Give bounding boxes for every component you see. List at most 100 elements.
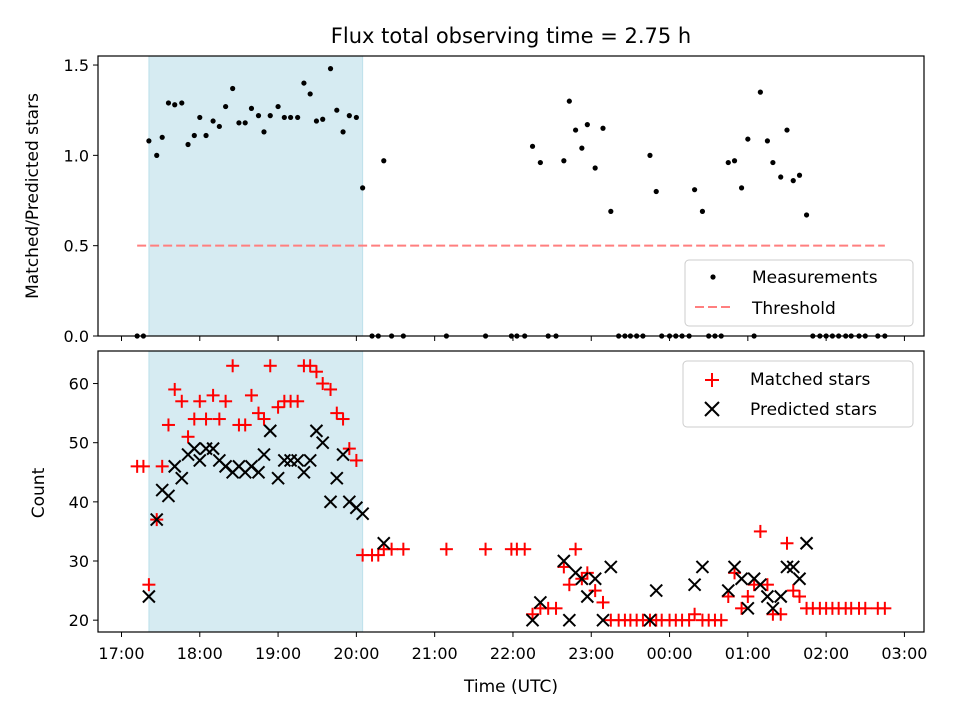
- x-tick-label: 17:00: [98, 644, 144, 663]
- predicted-point: [792, 572, 807, 586]
- matched-point: [682, 613, 696, 627]
- predicted-point: [588, 572, 602, 586]
- predicted-point: [753, 577, 768, 592]
- measurement-point: [313, 118, 320, 124]
- chart-title: Flux total observing time = 2.75 h: [331, 24, 691, 48]
- measurement-point: [146, 138, 152, 144]
- matched-point: [252, 406, 266, 420]
- y-tick-label: 0.0: [64, 327, 89, 346]
- measurement-point: [346, 113, 352, 119]
- measurement-point: [353, 114, 359, 121]
- predicted-point: [142, 589, 156, 604]
- measurement-point: [236, 120, 242, 126]
- top-axes-frame: [97, 55, 925, 337]
- predicted-point: [525, 613, 540, 627]
- matched-point: [142, 578, 156, 592]
- matched-point: [714, 613, 728, 627]
- predicted-point: [799, 536, 814, 550]
- matched-point: [212, 412, 226, 426]
- predicted-point: [741, 601, 755, 616]
- measurement-point: [653, 188, 659, 195]
- predicted-point: [727, 560, 742, 574]
- predicted-point: [315, 435, 330, 450]
- x-tick-label: 23:00: [568, 644, 614, 663]
- legend-bottom: Matched stars Predicted stars: [682, 360, 914, 428]
- matched-point: [878, 601, 892, 615]
- y-tick-label: 30: [69, 552, 89, 571]
- predicted-point: [604, 560, 618, 574]
- measurement-point: [745, 136, 751, 142]
- predicted-point: [150, 512, 164, 527]
- predicted-point: [355, 506, 370, 521]
- measurement-point: [738, 185, 745, 191]
- top-panel: 0.0 0.5 1.0 1.5 Flux total observing time =…: [23, 24, 925, 346]
- predicted-point: [557, 554, 571, 568]
- matched-point: [193, 394, 207, 408]
- legend-bottom-box: [682, 360, 914, 428]
- x-tick-label: 01:00: [725, 644, 771, 663]
- predicted-point: [168, 459, 182, 474]
- predicted-point: [533, 595, 548, 610]
- predicted-point: [309, 424, 324, 438]
- predicted-stars-series: [142, 424, 814, 627]
- matched-point: [518, 542, 532, 556]
- matched-point: [596, 595, 610, 609]
- predicted-point: [786, 560, 800, 574]
- x-axis-ticks-top: [120, 336, 905, 341]
- measurement-point: [757, 89, 763, 95]
- predicted-point: [290, 453, 305, 468]
- matched-point: [336, 412, 350, 426]
- legend-matched-marker: [705, 373, 719, 387]
- matched-point: [309, 365, 323, 379]
- measurement-point: [210, 118, 216, 124]
- measurement-point: [267, 113, 273, 119]
- measurement-point: [770, 159, 776, 166]
- matched-point: [168, 382, 182, 396]
- matched-point: [316, 377, 330, 391]
- predicted-point: [721, 583, 735, 598]
- measurement-point: [600, 125, 606, 131]
- measurement-point: [360, 185, 366, 191]
- x-axis-ticks-bottom: 17:00 18:00 19:00 20:00 21:00 22:00 23:00 00:00…: [98, 632, 927, 663]
- predicted-point: [766, 601, 780, 616]
- measurement-point: [584, 122, 590, 128]
- matched-point: [439, 542, 453, 556]
- predicted-point: [596, 613, 610, 627]
- measurement-point: [307, 91, 313, 97]
- matched-point: [728, 566, 742, 580]
- x-axis-label: Time (UTC): [463, 677, 558, 697]
- measurement-point: [608, 208, 614, 214]
- predicted-point: [271, 471, 285, 485]
- highlight-span-bottom: [148, 350, 364, 633]
- matched-point: [136, 459, 150, 473]
- predicted-point: [575, 572, 589, 586]
- matched-point: [557, 560, 571, 574]
- matched-point: [219, 394, 233, 408]
- predicted-point: [336, 447, 350, 462]
- measurement-point: [572, 127, 579, 133]
- measurement-point: [796, 172, 803, 178]
- predicted-point: [562, 613, 577, 627]
- y-tick-label: 1.5: [64, 56, 89, 75]
- measurement-point: [381, 158, 387, 164]
- matched-point: [385, 542, 399, 556]
- predicted-point: [263, 424, 277, 438]
- measurement-point: [216, 123, 222, 130]
- matched-point: [858, 601, 872, 615]
- matched-point: [747, 578, 761, 592]
- measurement-point: [301, 80, 307, 86]
- bottom-panel: 20 30 40 50 60 17:00 18:00 19:00 20:00 21:00 22:0…: [29, 350, 927, 697]
- measurement-point: [647, 152, 653, 158]
- predicted-point: [161, 489, 176, 503]
- y-tick-label: 0.5: [64, 237, 89, 256]
- matched-point: [588, 584, 602, 598]
- y-tick-label: 60: [69, 375, 89, 394]
- predicted-point: [175, 471, 189, 485]
- measurement-point: [165, 100, 172, 106]
- x-tick-label: 03:00: [881, 644, 927, 663]
- matched-stars-series: [130, 359, 892, 627]
- measurement-point: [537, 159, 543, 166]
- matched-point: [549, 601, 563, 615]
- measurement-point: [203, 132, 209, 139]
- matched-point: [342, 442, 356, 456]
